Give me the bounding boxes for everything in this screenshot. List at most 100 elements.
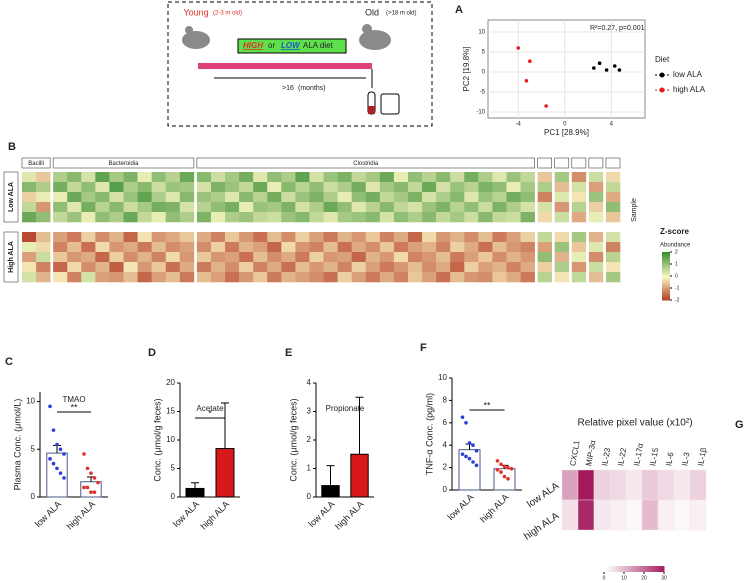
heat-cell <box>520 212 535 223</box>
heat-cell <box>210 272 226 283</box>
heat-cell <box>109 192 124 203</box>
young-mouse <box>182 31 210 49</box>
heat-cell <box>464 272 479 283</box>
heat-cell <box>537 232 553 243</box>
heat-cell <box>422 242 437 253</box>
panel-title: Acetate <box>196 404 224 413</box>
heat-cell <box>436 192 451 203</box>
colorbar-step <box>610 566 614 572</box>
colorbar-step <box>662 272 670 275</box>
heat-cell <box>577 499 595 531</box>
colorbar-step <box>655 566 659 572</box>
heat-cell <box>137 272 152 283</box>
heat-cell <box>123 192 138 203</box>
tube-blood <box>368 106 375 114</box>
heat-cell <box>253 192 268 203</box>
heat-cell <box>422 252 437 263</box>
heat-cell <box>673 469 691 501</box>
heat-cell <box>179 192 195 203</box>
data-point <box>62 476 66 480</box>
bar <box>350 453 369 498</box>
heat-cell <box>165 182 181 193</box>
colorbar-step <box>661 566 665 572</box>
heat-cell <box>588 232 604 243</box>
heat-cell <box>210 212 226 223</box>
heat-cell <box>577 469 595 501</box>
heat-cell <box>337 232 352 243</box>
heat-cell <box>53 252 68 263</box>
heat-cell <box>657 499 675 531</box>
heat-cell <box>36 262 51 273</box>
heat-cell <box>561 499 579 531</box>
high-label: HIGH <box>243 41 263 50</box>
heat-cell <box>309 192 324 203</box>
heat-cell <box>123 262 138 273</box>
column-label: MIP-3α <box>584 439 597 466</box>
significance-label: ** <box>70 402 78 412</box>
colorbar-step <box>607 566 611 572</box>
heat-cell <box>365 242 381 253</box>
heat-cell <box>407 172 423 183</box>
heat-cell <box>196 212 212 223</box>
colorbar-step <box>604 566 608 572</box>
heat-cell <box>478 192 493 203</box>
heat-cell <box>393 182 409 193</box>
y-tick-label: 1 <box>307 464 312 473</box>
heat-cell <box>625 469 643 501</box>
old-label: Old <box>365 7 379 17</box>
duration-label: >16 <box>282 85 294 92</box>
colorbar-step <box>662 258 670 261</box>
heat-cell <box>253 252 268 263</box>
heat-cell <box>179 202 195 213</box>
heat-cell <box>151 242 167 253</box>
heat-cell <box>253 172 268 183</box>
y-tick-label: 10 <box>438 373 447 382</box>
heat-cell <box>537 172 553 183</box>
colorbar-step <box>662 286 670 289</box>
heat-cell <box>281 272 296 283</box>
heat-cell <box>267 232 282 243</box>
heat-cell <box>137 242 152 253</box>
heat-cell <box>323 192 338 203</box>
heat-cell <box>196 242 212 253</box>
colorbar-step <box>662 270 670 273</box>
panel-title: TMAO <box>62 395 85 404</box>
data-point <box>502 464 507 469</box>
colorbar-label: 30 <box>661 575 667 581</box>
heat-cell <box>351 252 367 263</box>
heat-cell <box>36 212 51 223</box>
heat-cell <box>407 272 423 283</box>
colorbar-label: 0 <box>675 273 678 279</box>
heat-cell <box>95 272 110 283</box>
data-point <box>58 447 63 452</box>
heat-cell <box>22 212 37 223</box>
heat-cell <box>239 232 254 243</box>
heat-cell <box>323 232 338 243</box>
heat-cell <box>436 252 451 263</box>
heat-cell <box>537 202 553 213</box>
heat-cell <box>407 202 423 213</box>
heat-cell <box>137 262 152 273</box>
column-label: IL-3 <box>680 451 691 467</box>
heat-cell <box>365 212 381 223</box>
heat-cell <box>561 469 579 501</box>
heat-cell <box>450 172 465 183</box>
heat-cell <box>151 182 167 193</box>
heat-cell <box>239 272 254 283</box>
bar <box>493 468 516 491</box>
heat-cell <box>351 262 367 273</box>
x-tick-label: high ALA <box>333 499 366 532</box>
heat-cell <box>165 172 181 183</box>
heat-cell <box>407 192 423 203</box>
diet-label: ALA diet <box>303 41 334 50</box>
colorbar-step <box>616 566 620 572</box>
heat-cell <box>337 242 352 253</box>
heat-cell <box>393 212 409 223</box>
heat-cell <box>407 252 423 263</box>
heat-cell <box>53 232 68 243</box>
point <box>612 64 617 68</box>
data-point <box>509 466 514 471</box>
heat-cell <box>520 172 535 183</box>
heat-cell <box>95 192 110 203</box>
